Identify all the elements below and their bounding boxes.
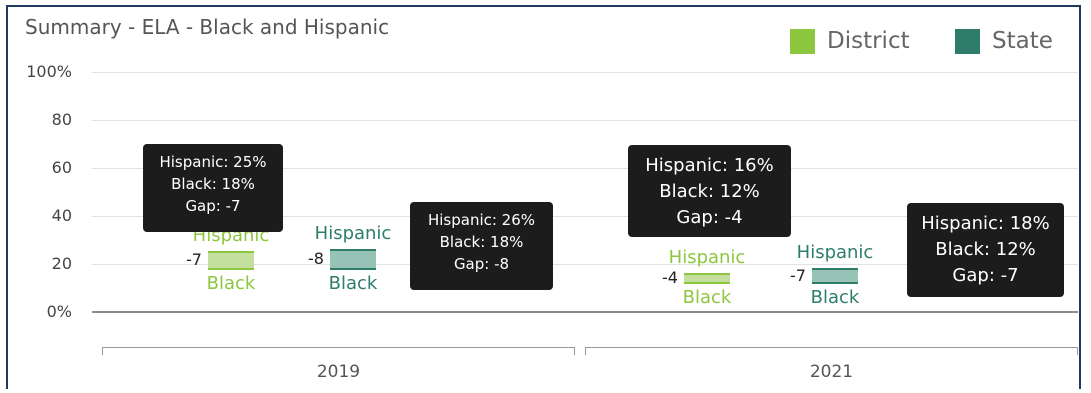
tooltip-line: Black: 18% — [439, 232, 524, 251]
black-line — [330, 267, 376, 270]
y-tick-label: 100% — [26, 62, 72, 81]
legend-swatch-district — [790, 28, 815, 54]
category-bracket — [102, 347, 575, 355]
hispanic-label: Hispanic — [668, 246, 746, 268]
y-tick-label: 20 — [51, 254, 72, 273]
gap-value-label: -8 — [308, 249, 324, 269]
hispanic-label: Hispanic — [314, 222, 392, 244]
gap-value-label: -7 — [186, 250, 202, 270]
gap-value-label: -7 — [790, 266, 806, 285]
hispanic-line — [208, 251, 254, 253]
tooltip-line: Gap: -4 — [676, 207, 743, 229]
black-line — [812, 282, 858, 285]
tooltip-line: Hispanic: 18% — [921, 213, 1050, 234]
legend-item-district[interactable]: District — [790, 28, 910, 54]
x-axis-line — [92, 311, 1078, 313]
black-label: Black — [682, 287, 732, 309]
tooltip: Hispanic: 16% Black: 12% Gap: -4 — [628, 145, 791, 237]
hispanic-line — [684, 272, 730, 275]
category-bracket — [585, 347, 1078, 355]
card-border — [6, 5, 1081, 389]
tooltip-line: Hispanic: 26% — [427, 211, 536, 229]
tooltip-line: Gap: -7 — [952, 265, 1019, 287]
black-line — [208, 267, 254, 270]
legend-label-district: District — [827, 28, 910, 54]
black-label: Black — [328, 272, 378, 294]
tooltip-line: Gap: -8 — [453, 254, 510, 273]
legend-label-state: State — [992, 28, 1053, 54]
black-label: Black — [206, 272, 256, 294]
tooltip: Hispanic: 25% Black: 18% Gap: -7 — [143, 144, 283, 232]
gap-bar[interactable] — [208, 252, 254, 269]
y-tick-label: 60 — [51, 158, 72, 177]
tooltip-line: Hispanic: 16% — [645, 155, 774, 176]
y-tick-label: 40 — [51, 206, 72, 225]
gap-bar[interactable] — [684, 273, 730, 284]
tooltip-line: Gap: -7 — [185, 196, 241, 215]
black-label: Black — [810, 287, 860, 309]
legend-item-state[interactable]: State — [955, 28, 1053, 54]
tooltip-line: Black: 12% — [659, 181, 760, 203]
y-tick-label: 0% — [46, 302, 72, 321]
gridline — [92, 216, 1078, 217]
black-line — [684, 282, 730, 285]
tooltip: Hispanic: 26% Black: 18% Gap: -8 — [410, 202, 553, 290]
x-tick-label: 2019 — [316, 362, 361, 382]
hispanic-line — [812, 267, 858, 270]
gridline — [92, 120, 1078, 121]
hispanic-label: Hispanic — [796, 241, 874, 263]
gap-bar[interactable] — [812, 268, 858, 284]
hispanic-line — [330, 248, 376, 251]
tooltip: Hispanic: 18% Black: 12% Gap: -7 — [907, 203, 1064, 297]
gap-value-label: -4 — [662, 268, 678, 288]
tooltip-line: Black: 12% — [935, 239, 1036, 261]
tooltip-line: Black: 18% — [171, 174, 255, 193]
gridline — [92, 72, 1078, 73]
legend-swatch-state — [955, 28, 980, 54]
chart-title: Summary - ELA - Black and Hispanic — [25, 15, 390, 39]
gridline — [92, 168, 1078, 169]
y-tick-label: 80 — [51, 110, 72, 129]
x-tick-label: 2021 — [809, 362, 854, 382]
gap-bar[interactable] — [330, 249, 376, 269]
gridline — [92, 264, 1078, 265]
tooltip-line: Hispanic: 25% — [159, 153, 267, 171]
